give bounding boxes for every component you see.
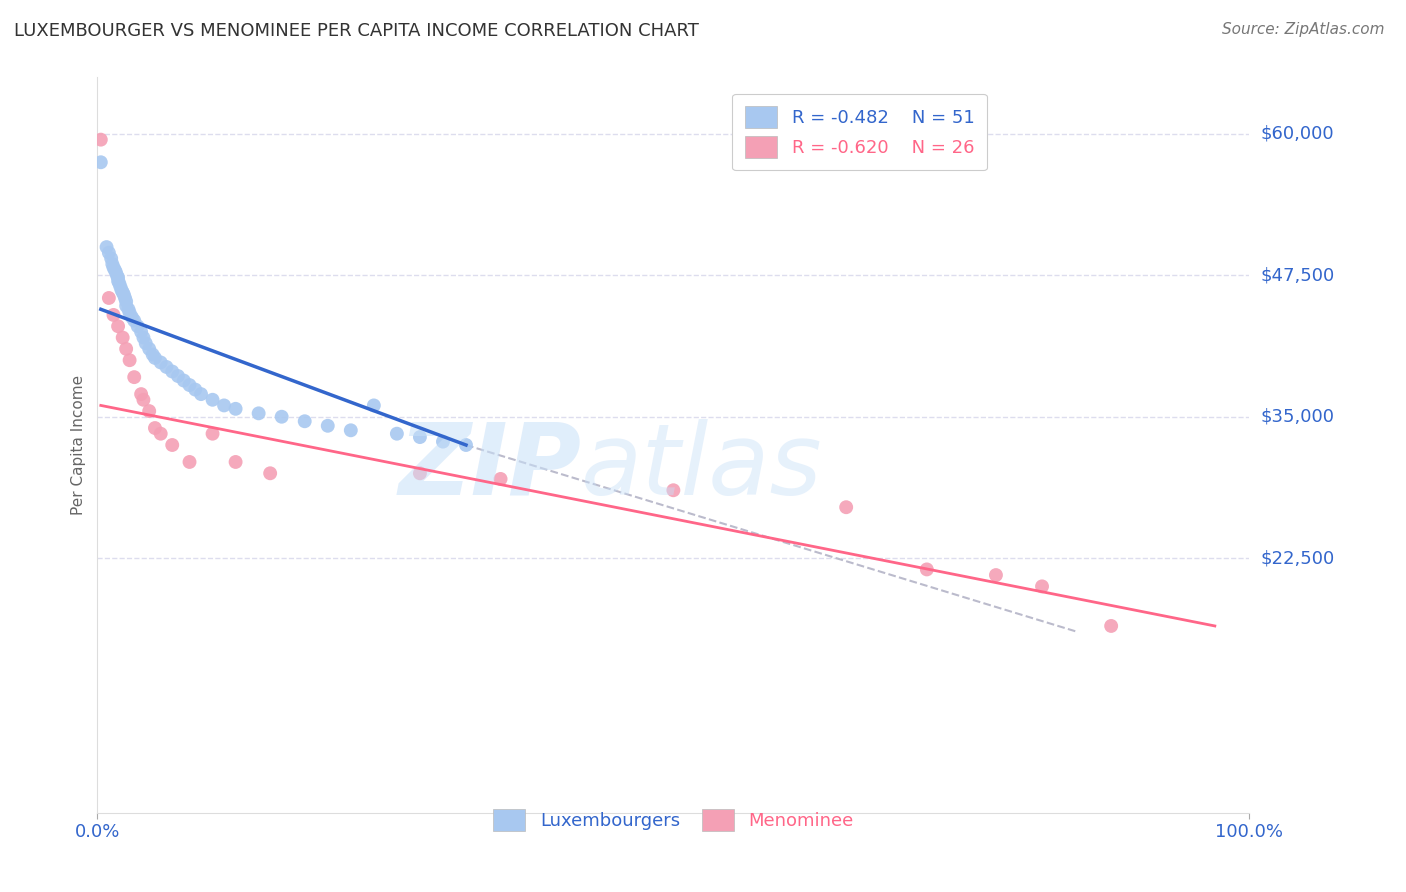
Point <box>1099 619 1122 633</box>
Point <box>835 500 858 515</box>
Point <box>385 426 408 441</box>
Point <box>97 245 120 260</box>
Point <box>247 406 270 420</box>
Point <box>122 370 145 384</box>
Point <box>409 430 432 444</box>
Point <box>112 287 135 301</box>
Point <box>129 325 152 339</box>
Point <box>132 330 155 344</box>
Point <box>118 353 141 368</box>
Y-axis label: Per Capita Income: Per Capita Income <box>72 375 86 515</box>
Point <box>107 319 129 334</box>
Point <box>101 257 124 271</box>
Point <box>129 387 152 401</box>
Point <box>118 306 141 320</box>
Point <box>104 262 127 277</box>
Point <box>340 423 363 437</box>
Point <box>294 414 316 428</box>
Point <box>167 369 190 384</box>
Point <box>270 409 292 424</box>
Point <box>105 268 128 283</box>
Point <box>117 302 139 317</box>
Point <box>107 270 129 285</box>
Point <box>662 483 685 498</box>
Point <box>259 467 281 481</box>
Point <box>1031 579 1053 593</box>
Point <box>110 283 132 297</box>
Point <box>225 401 247 416</box>
Point <box>142 347 165 361</box>
Point <box>108 277 131 291</box>
Point <box>149 426 172 441</box>
Point <box>201 392 224 407</box>
Point <box>110 279 132 293</box>
Point <box>143 351 166 365</box>
Point <box>135 336 157 351</box>
Point <box>115 294 138 309</box>
Text: $35,000: $35,000 <box>1261 408 1334 425</box>
Point <box>132 392 155 407</box>
Point <box>138 342 160 356</box>
Point <box>984 568 1007 582</box>
Point <box>225 455 247 469</box>
Point <box>179 455 201 469</box>
Point <box>212 399 235 413</box>
Point <box>160 438 183 452</box>
Point <box>96 240 118 254</box>
Point <box>111 330 134 344</box>
Legend: Luxembourgers, Menominee: Luxembourgers, Menominee <box>481 797 866 844</box>
Point <box>363 399 385 413</box>
Point <box>138 404 160 418</box>
Point <box>454 438 477 452</box>
Text: ZIP: ZIP <box>398 418 581 516</box>
Point <box>173 374 195 388</box>
Point <box>100 252 122 266</box>
Point <box>316 418 339 433</box>
Text: $60,000: $60,000 <box>1261 125 1334 143</box>
Point <box>104 265 127 279</box>
Point <box>90 133 112 147</box>
Point <box>122 313 145 327</box>
Text: $22,500: $22,500 <box>1261 549 1334 567</box>
Point <box>160 364 183 378</box>
Point <box>114 291 136 305</box>
Point <box>149 355 172 369</box>
Point <box>90 155 112 169</box>
Text: $47,500: $47,500 <box>1261 267 1334 285</box>
Point <box>103 260 125 275</box>
Point <box>179 378 201 392</box>
Text: LUXEMBOURGER VS MENOMINEE PER CAPITA INCOME CORRELATION CHART: LUXEMBOURGER VS MENOMINEE PER CAPITA INC… <box>14 22 699 40</box>
Point <box>97 291 120 305</box>
Point <box>143 421 166 435</box>
Point <box>111 285 134 300</box>
Point <box>201 426 224 441</box>
Point <box>127 319 149 334</box>
Point <box>107 274 129 288</box>
Point <box>103 308 125 322</box>
Point <box>489 472 512 486</box>
Point <box>915 562 938 576</box>
Point <box>115 299 138 313</box>
Point <box>115 342 138 356</box>
Point <box>121 310 143 325</box>
Point <box>184 383 207 397</box>
Point <box>432 434 454 449</box>
Point <box>190 387 212 401</box>
Point <box>409 467 432 481</box>
Text: atlas: atlas <box>581 418 823 516</box>
Text: Source: ZipAtlas.com: Source: ZipAtlas.com <box>1222 22 1385 37</box>
Point <box>155 359 177 374</box>
